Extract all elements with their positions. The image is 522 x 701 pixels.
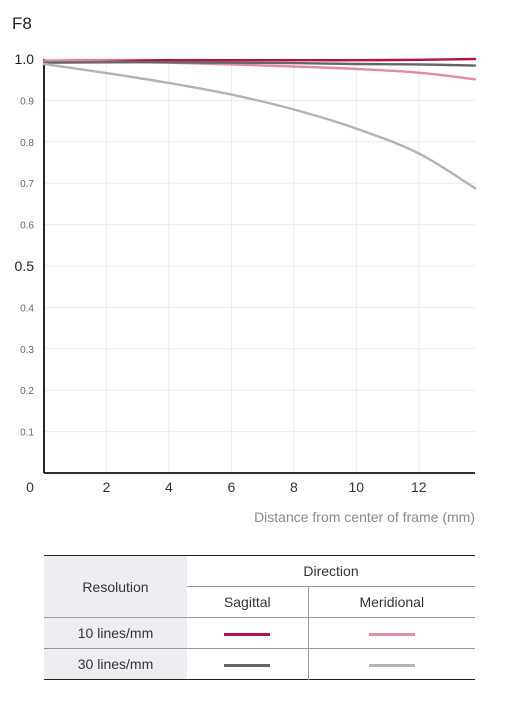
series-lines xyxy=(42,57,477,190)
y-tick-label: 0.1 xyxy=(20,428,34,439)
direction-header: Direction xyxy=(187,555,475,587)
legend-row-30: 30 lines/mm xyxy=(44,648,475,680)
swatch-sagittal-10 xyxy=(224,632,271,636)
y-tick-label: 0.7 xyxy=(20,179,34,190)
y-tick-labels: 1.0 0.9 0.8 0.7 0.6 0.5 0.4 0.3 0.2 0.1 xyxy=(15,51,35,439)
x-tick-label: 12 xyxy=(411,479,427,495)
row-label-30: 30 lines/mm xyxy=(44,648,187,680)
y-tick-label: 0.6 xyxy=(20,221,34,232)
swatch-sagittal-30 xyxy=(224,663,271,667)
y-tick-label: 1.0 xyxy=(15,51,35,67)
y-tick-label: 0.2 xyxy=(20,386,34,397)
y-tick-label: 0.4 xyxy=(20,303,34,314)
mtf-chart: F8 1.0 0.9 0.8 0.7 0.6 0.5 0.4 0.3 0.2 0.1 2 4 6 8 10… xyxy=(12,14,477,525)
x-tick-label: 2 xyxy=(103,479,111,495)
legend-table: Resolution Direction Sagittal Meridional… xyxy=(44,555,475,680)
y-tick-label: 0.3 xyxy=(20,345,34,356)
mtf-chart-svg: F8 1.0 0.9 0.8 0.7 0.6 0.5 0.4 0.3 0.2 0.1 2 4 6 8 10… xyxy=(12,14,477,525)
meridional-header: Meridional xyxy=(359,594,425,610)
swatch-meridional-30 xyxy=(368,663,415,667)
grid-lines xyxy=(44,58,475,473)
x-tick-label: 8 xyxy=(290,479,298,495)
axes xyxy=(43,59,475,474)
resolution-header: Resolution xyxy=(44,555,187,618)
series-line-sag30 xyxy=(42,61,477,67)
x-tick-label: 4 xyxy=(165,479,173,495)
y-tick-label: 0.9 xyxy=(20,96,34,107)
swatch-meridional-10 xyxy=(368,632,415,636)
x-tick-label: 6 xyxy=(227,479,235,495)
x-axis-label: Distance from center of frame (mm) xyxy=(254,509,475,525)
chart-title: F8 xyxy=(12,14,32,33)
legend-row-10: 10 lines/mm xyxy=(44,617,475,649)
row-label-10: 10 lines/mm xyxy=(44,617,187,649)
x-tick-label: 10 xyxy=(349,479,365,495)
x-origin-label: 0 xyxy=(26,479,34,495)
x-tick-labels: 2 4 6 8 10 12 0 xyxy=(26,479,427,495)
y-tick-label: 0.8 xyxy=(20,138,34,149)
sagittal-header: Sagittal xyxy=(187,586,309,618)
y-tick-label: 0.5 xyxy=(15,258,35,274)
series-line-mer30 xyxy=(42,62,477,190)
